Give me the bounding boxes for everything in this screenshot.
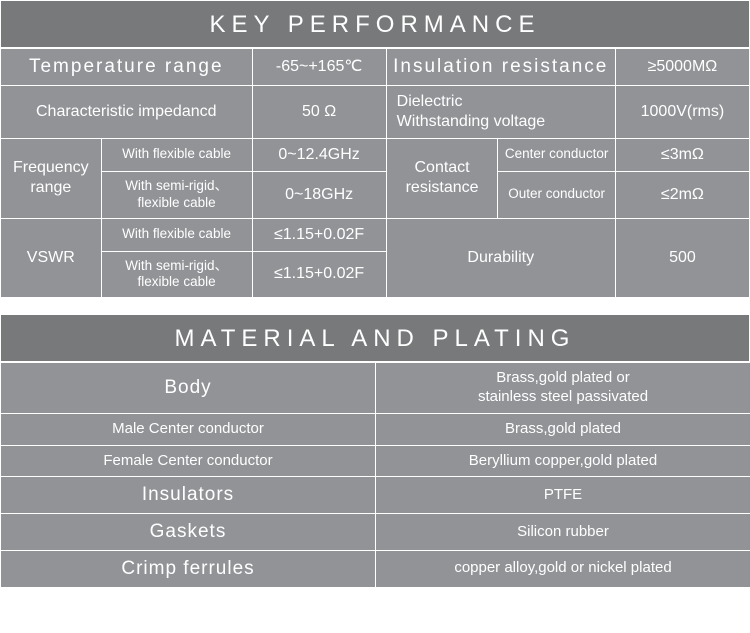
temp-range-label: Temperature range xyxy=(1,49,253,86)
dielectric-label: DielectricWithstanding voltage xyxy=(386,85,615,138)
freq-flex-label: With flexible cable xyxy=(101,138,252,171)
key-performance-header: KEY PERFORMANCE xyxy=(0,0,750,48)
female-center-value: Beryllium copper,gold plated xyxy=(376,445,750,477)
gaskets-value: Silicon rubber xyxy=(376,514,750,551)
char-impedance-label: Characteristic impedancd xyxy=(1,85,253,138)
female-center-label: Female Center conductor xyxy=(1,445,376,477)
vswr-semi-label: With semi-rigid、flexible cable xyxy=(101,251,252,298)
freq-semi-value: 0~18GHz xyxy=(252,171,386,218)
male-center-label: Male Center conductor xyxy=(1,413,376,445)
section-gap xyxy=(0,298,750,314)
vswr-semi-value: ≤1.15+0.02F xyxy=(252,251,386,298)
outer-conductor-value: ≤2mΩ xyxy=(615,171,749,218)
vswr-flex-label: With flexible cable xyxy=(101,218,252,251)
char-impedance-value: 50 Ω xyxy=(252,85,386,138)
insulation-resistance-value: ≥5000MΩ xyxy=(615,49,749,86)
freq-semi-label: With semi-rigid、flexible cable xyxy=(101,171,252,218)
center-conductor-label: Center conductor xyxy=(498,138,615,171)
crimp-ferrules-label: Crimp ferrules xyxy=(1,550,376,587)
durability-label: Durability xyxy=(386,218,615,298)
vswr-label: VSWR xyxy=(1,218,102,298)
frequency-range-label: Frequency range xyxy=(1,138,102,218)
center-conductor-value: ≤3mΩ xyxy=(615,138,749,171)
outer-conductor-label: Outer conductor xyxy=(498,171,615,218)
gaskets-label: Gaskets xyxy=(1,514,376,551)
contact-resistance-label: Contact resistance xyxy=(386,138,498,218)
crimp-ferrules-value: copper alloy,gold or nickel plated xyxy=(376,550,750,587)
durability-value: 500 xyxy=(615,218,749,298)
key-performance-table: Temperature range -65~+165℃ Insulation r… xyxy=(0,48,750,298)
dielectric-value: 1000V(rms) xyxy=(615,85,749,138)
temp-range-value: -65~+165℃ xyxy=(252,49,386,86)
insulators-value: PTFE xyxy=(376,477,750,514)
male-center-value: Brass,gold plated xyxy=(376,413,750,445)
spec-tables: KEY PERFORMANCE Temperature range -65~+1… xyxy=(0,0,750,588)
material-plating-table: Body Brass,gold plated orstainless steel… xyxy=(0,362,750,587)
insulators-label: Insulators xyxy=(1,477,376,514)
body-value: Brass,gold plated orstainless steel pass… xyxy=(376,363,750,414)
insulation-resistance-label: Insulation resistance xyxy=(386,49,615,86)
vswr-flex-value: ≤1.15+0.02F xyxy=(252,218,386,251)
body-label: Body xyxy=(1,363,376,414)
material-plating-header: MATERIAL AND PLATING xyxy=(0,314,750,362)
freq-flex-value: 0~12.4GHz xyxy=(252,138,386,171)
